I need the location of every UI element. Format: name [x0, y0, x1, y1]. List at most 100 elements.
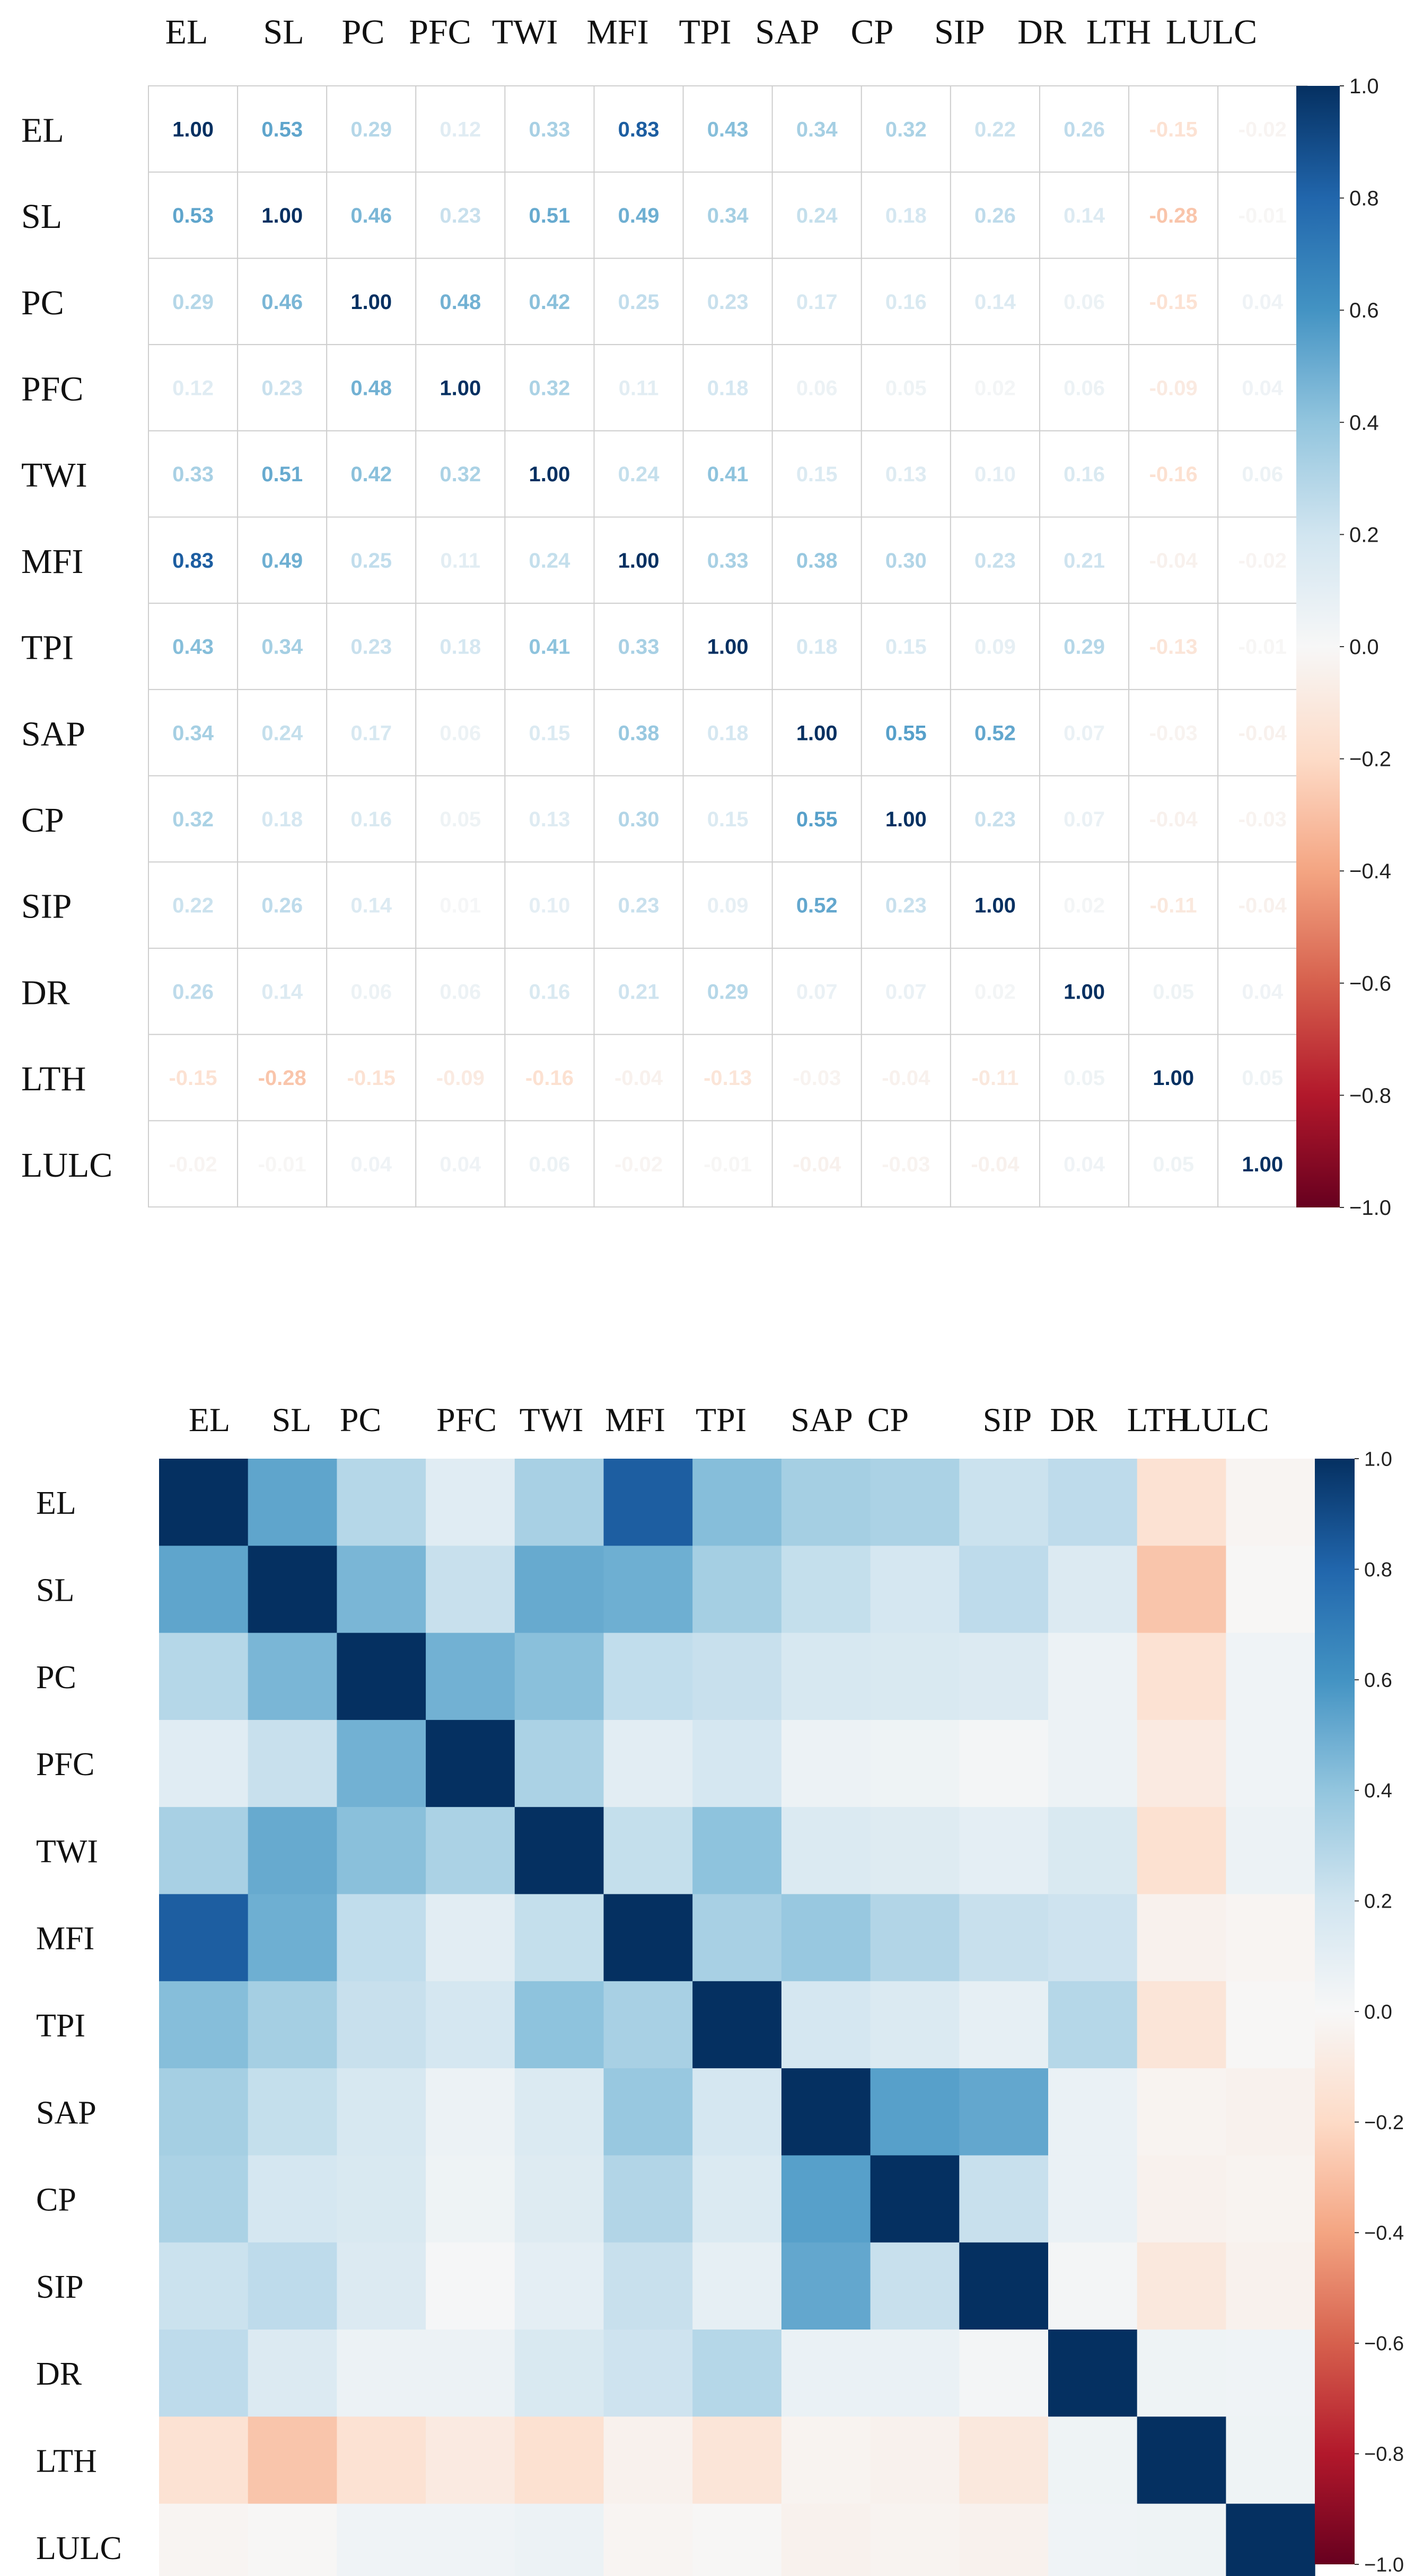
matrix-cell — [148, 775, 239, 863]
cell-value: -0.15 — [347, 1066, 396, 1090]
heatmap-cell — [603, 2330, 693, 2417]
matrix-cell — [415, 85, 506, 173]
heatmap-cell — [337, 2068, 426, 2156]
colorbar-tick-label: −1.0 — [1349, 1196, 1391, 1220]
cell-value: -0.04 — [793, 1153, 841, 1176]
matrix-cell — [415, 603, 506, 690]
heatmap-cell — [248, 2416, 337, 2504]
cell-value: 1.00 — [350, 290, 392, 314]
cell-value: -0.04 — [1238, 721, 1287, 745]
heatmap-cell — [603, 2242, 693, 2330]
matrix-cell — [593, 861, 684, 949]
heatmap-cell — [781, 1719, 871, 1807]
cell-value: 0.04 — [1242, 290, 1284, 314]
heatmap-cell — [248, 1719, 337, 1807]
cell-value: 0.18 — [707, 376, 749, 400]
cell-value: 0.51 — [529, 204, 570, 227]
matrix-cell — [237, 861, 328, 949]
matrix-cell — [1128, 258, 1219, 346]
row-label-pfc: PFC — [36, 1746, 94, 1783]
cell-value: -0.04 — [1149, 549, 1198, 572]
matrix-cell — [148, 861, 239, 949]
cell-value: 0.29 — [172, 290, 214, 314]
colorbar — [1315, 1459, 1355, 2564]
heatmap-cell — [426, 2330, 515, 2417]
col-label-sip: SIP — [983, 1401, 1032, 1439]
heatmap-cell — [781, 2242, 871, 2330]
colorbar-tick-label: −1.0 — [1364, 2554, 1404, 2576]
cell-value: 0.32 — [440, 463, 481, 486]
heatmap-cell — [248, 1981, 337, 2069]
col-label-el: EL — [189, 1401, 230, 1439]
cell-value: 0.09 — [974, 636, 1016, 659]
cell-value: 1.00 — [1242, 1153, 1283, 1176]
cell-value: -0.13 — [704, 1066, 752, 1090]
cell-value: 0.18 — [261, 808, 303, 831]
matrix-cell — [1128, 948, 1219, 1035]
heatmap-cell — [692, 2503, 782, 2576]
heatmap-cell — [959, 1546, 1049, 1634]
cell-value: 0.32 — [529, 376, 570, 400]
matrix-cell — [593, 344, 684, 431]
cell-value: 1.00 — [974, 894, 1016, 918]
matrix-cell — [950, 1120, 1041, 1208]
matrix-cell — [237, 258, 328, 346]
cell-value: 1.00 — [707, 636, 749, 659]
heatmap-cell — [1137, 2242, 1226, 2330]
heatmap-cell — [959, 1894, 1049, 1982]
heatmap-cell — [603, 2503, 693, 2576]
cell-value: 0.06 — [1064, 290, 1105, 314]
cell-value: 0.12 — [172, 376, 214, 400]
col-label-sap: SAP — [790, 1401, 853, 1439]
matrix-cell — [860, 1034, 951, 1122]
cell-value: 0.04 — [1064, 1153, 1105, 1176]
cell-value: 0.24 — [796, 204, 838, 227]
matrix-cell — [237, 85, 328, 173]
cell-value: 0.17 — [350, 721, 392, 745]
heatmap-cell — [959, 2503, 1049, 2576]
heatmap-cell — [1137, 1459, 1226, 1546]
matrix-cell — [771, 948, 862, 1035]
heatmap-cell — [159, 2242, 249, 2330]
col-label-pc: PC — [340, 1401, 381, 1439]
heatmap-cell — [426, 2155, 515, 2243]
colorbar-tick-label: 0.4 — [1364, 1780, 1392, 1802]
cell-value: 0.02 — [974, 980, 1016, 1003]
cell-value: 0.38 — [618, 721, 660, 745]
cell-value: 0.22 — [974, 118, 1016, 141]
matrix-cell — [326, 85, 417, 173]
matrix-cell — [326, 689, 417, 777]
col-label-cp: CP — [851, 13, 894, 51]
col-label-mfi: MFI — [586, 13, 648, 51]
heatmap-cell — [1048, 2416, 1138, 2504]
heatmap-cell — [248, 2155, 337, 2243]
cell-value: 0.83 — [618, 118, 660, 141]
matrix-cell — [860, 689, 951, 777]
matrix-cell — [593, 171, 684, 259]
row-label-lulc: LULC — [21, 1146, 112, 1185]
cell-value: 0.15 — [707, 808, 749, 831]
heatmap-cell — [1226, 2330, 1315, 2417]
cell-value: 0.13 — [529, 808, 570, 831]
cell-value: -0.01 — [1238, 204, 1287, 227]
matrix-cell — [682, 516, 773, 604]
cell-value: 0.24 — [261, 721, 303, 745]
heatmap-cell — [337, 1546, 426, 1634]
cell-value: 0.23 — [974, 549, 1016, 572]
matrix-cell — [860, 603, 951, 690]
cell-value: 0.52 — [796, 894, 838, 918]
cell-value: 0.05 — [885, 376, 927, 400]
heatmap-cell — [870, 2330, 960, 2417]
matrix-cell — [1217, 861, 1308, 949]
heatmap-cell — [159, 2068, 249, 2156]
matrix-cell — [771, 516, 862, 604]
cell-value: 0.53 — [172, 204, 214, 227]
cell-value: 0.55 — [885, 721, 927, 745]
cell-value: 0.06 — [796, 376, 838, 400]
matrix-cell — [148, 948, 239, 1035]
colorbar-tick-label: 0.2 — [1349, 523, 1379, 546]
heatmap-cell — [870, 2155, 960, 2243]
row-label-mfi: MFI — [36, 1921, 94, 1957]
matrix-cell — [326, 603, 417, 690]
